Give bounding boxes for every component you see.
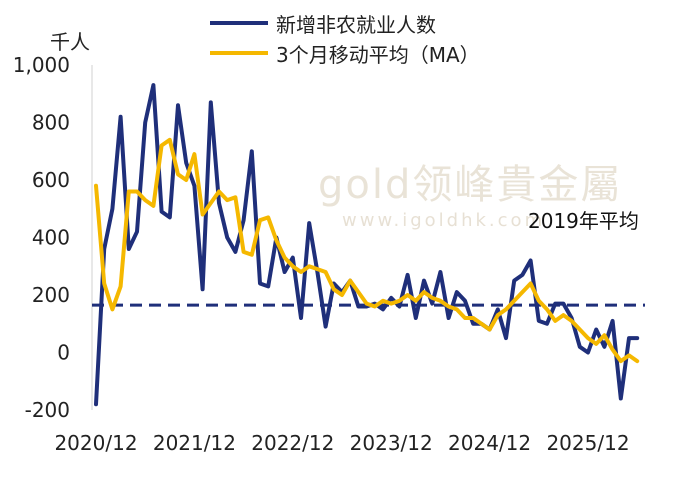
y-tick-label: 400 [32,226,70,250]
moving-average-line [94,137,640,364]
x-tick-label: 2025/12 [546,431,629,455]
legend-swatch-moving-average [210,51,268,55]
x-tick-label: 2022/12 [251,431,334,455]
y-tick-label: 200 [32,283,70,307]
y-tick-label: 600 [32,168,70,192]
y-tick-label: -200 [25,398,70,422]
x-tick-label: 2020/12 [54,431,137,455]
y-tick-label: 800 [32,111,70,135]
legend-label-payrolls: 新增非农就业人数 [276,12,436,37]
x-tick-label: 2024/12 [448,431,531,455]
reference-line-label: 2019年平均 [528,209,639,233]
legend-label-moving-average: 3个月移动平均（MA） [276,42,480,67]
legend-item-payrolls: 新增非农就业人数 [210,8,480,38]
legend-item-moving-average: 3个月移动平均（MA） [210,38,480,68]
x-tick-label: 2021/12 [153,431,236,455]
x-tick-label: 2023/12 [350,431,433,455]
chart-legend: 新增非农就业人数 3个月移动平均（MA） [210,8,480,68]
y-tick-label: 1,000 [13,53,70,77]
y-axis-unit-label: 千人 [50,30,90,54]
payrolls-line [94,83,640,407]
watermark-url: www.igoldhk.com [342,210,546,231]
legend-swatch-payrolls [210,21,268,25]
watermark-logo: gold领峰貴金屬 [318,162,623,208]
y-tick-label: 0 [57,341,70,365]
